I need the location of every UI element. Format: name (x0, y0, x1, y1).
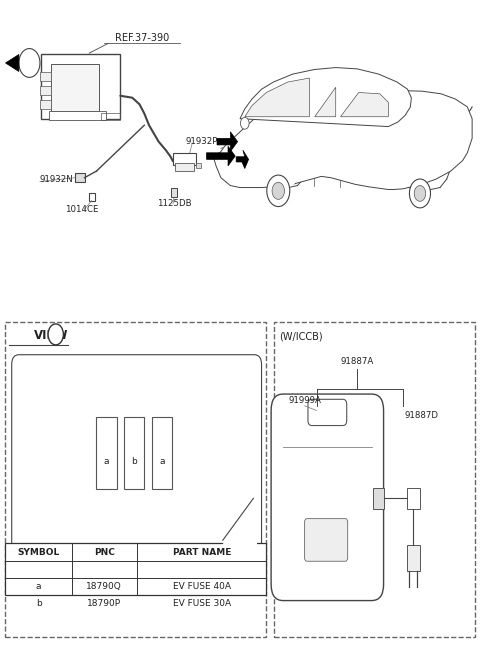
FancyBboxPatch shape (305, 518, 348, 561)
Bar (41, 55, 120, 119)
Bar (175, 164, 193, 171)
Text: b: b (36, 599, 41, 608)
Bar (407, 545, 420, 571)
Text: a: a (159, 457, 165, 466)
Text: A: A (52, 329, 59, 340)
Circle shape (409, 179, 431, 208)
Text: REF.37-390: REF.37-390 (115, 33, 169, 43)
Text: SYMBOL: SYMBOL (17, 547, 60, 556)
Text: A: A (26, 58, 33, 68)
Text: 91932N: 91932N (40, 175, 74, 183)
FancyBboxPatch shape (12, 355, 262, 551)
Text: PNC: PNC (94, 547, 115, 556)
Circle shape (48, 324, 63, 345)
Bar (40, 100, 51, 109)
Bar (407, 487, 420, 509)
Text: 91932P: 91932P (186, 137, 218, 146)
Text: 91887A: 91887A (341, 357, 374, 366)
Polygon shape (222, 497, 257, 545)
Bar (101, 114, 120, 120)
Bar (152, 417, 172, 489)
Polygon shape (5, 55, 19, 72)
Circle shape (267, 175, 290, 206)
Circle shape (19, 49, 40, 78)
Polygon shape (236, 150, 249, 169)
Bar (89, 193, 95, 200)
FancyBboxPatch shape (308, 399, 347, 426)
Text: (W/ICCB): (W/ICCB) (279, 331, 323, 342)
Bar (170, 188, 177, 197)
FancyBboxPatch shape (271, 394, 384, 600)
Text: EV FUSE 40A: EV FUSE 40A (173, 582, 231, 591)
Bar (274, 322, 475, 637)
Bar (40, 86, 51, 95)
Text: 1125DB: 1125DB (156, 200, 191, 208)
Text: 91887D: 91887D (405, 411, 439, 420)
Text: 1014CE: 1014CE (65, 205, 99, 214)
Circle shape (414, 185, 426, 201)
Bar (5, 322, 266, 637)
Polygon shape (214, 91, 472, 189)
Polygon shape (245, 78, 310, 117)
Bar (51, 64, 99, 111)
Text: VIEW: VIEW (34, 328, 69, 342)
Text: a: a (36, 582, 41, 591)
Text: 18790P: 18790P (87, 599, 121, 608)
Text: 91999A: 91999A (288, 396, 321, 405)
Bar (96, 417, 117, 489)
Polygon shape (254, 173, 300, 188)
Text: PART NAME: PART NAME (172, 547, 231, 556)
Polygon shape (340, 93, 388, 117)
Polygon shape (217, 132, 238, 152)
Circle shape (240, 118, 249, 129)
Bar (173, 153, 196, 165)
Circle shape (272, 182, 285, 199)
Bar (75, 173, 85, 182)
Text: 18790Q: 18790Q (86, 582, 122, 591)
Text: a: a (104, 457, 109, 466)
Bar (124, 417, 144, 489)
Bar (40, 72, 51, 81)
Polygon shape (240, 68, 411, 127)
Text: EV FUSE 30A: EV FUSE 30A (173, 599, 231, 608)
Bar (196, 163, 201, 168)
Polygon shape (206, 147, 235, 166)
Bar (5, 543, 266, 595)
Bar (48, 111, 106, 120)
Bar (373, 487, 384, 509)
Polygon shape (315, 87, 336, 117)
Text: b: b (132, 457, 137, 466)
